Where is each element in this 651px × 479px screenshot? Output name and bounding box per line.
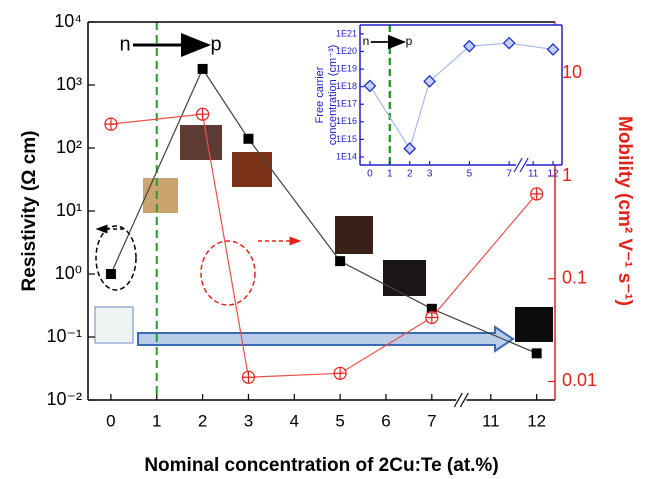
axis-break — [516, 160, 527, 170]
axis-break — [513, 157, 523, 173]
data-point — [426, 303, 437, 314]
inset: 0 1 2 3 5 7 11 121E141E151E161E171E181E191E201E… — [314, 24, 563, 180]
x-tick-label: 3 — [427, 169, 433, 180]
y-tick-label: 10¹ — [56, 200, 82, 220]
x-tick-label: 1 — [152, 411, 161, 430]
series-line — [110, 113, 538, 378]
series-line — [110, 67, 537, 354]
data-point — [241, 370, 256, 384]
data-point — [462, 39, 476, 53]
data-point — [546, 43, 560, 56]
y-tick-label: 1E15 — [336, 134, 357, 144]
y-axis-title: concentration (cm⁻³) — [327, 45, 339, 146]
annotation: p — [406, 34, 413, 48]
data-point — [105, 269, 116, 279]
ellipse — [200, 240, 256, 306]
data-point — [335, 256, 346, 267]
y-tick-label: 1E19 — [336, 63, 357, 73]
x-tick-label: 1 — [387, 169, 393, 180]
y2-tick-label: 0.01 — [562, 370, 597, 390]
y-tick-label: 1E14 — [336, 151, 357, 161]
y-axis-title: Resistivity (Ω cm) — [19, 131, 40, 292]
x-tick-label: 6 — [381, 411, 390, 430]
x-tick-label: 7 — [427, 411, 436, 430]
data-point — [363, 79, 377, 93]
x-axis-title: Nominal concentration of 2Cu:Te (at.%) — [144, 455, 498, 476]
data-point — [196, 107, 210, 121]
y-tick-label: 10⁰ — [55, 263, 82, 283]
trend-arrow — [137, 325, 515, 353]
x-tick-label: 2 — [198, 411, 207, 430]
axis-break — [456, 395, 467, 405]
x-tick-label: 3 — [244, 411, 253, 430]
y-tick-label: 1E17 — [336, 99, 357, 109]
x-tick-label: 7 — [506, 169, 512, 180]
y-tick-label: 10² — [56, 137, 82, 157]
axis-break — [519, 157, 529, 173]
y-tick-label: 10⁴ — [54, 11, 82, 31]
x-tick-label: 0 — [367, 169, 373, 180]
x-tick-label: 12 — [527, 411, 546, 430]
y-tick-label: 10⁻¹ — [46, 326, 82, 346]
axis-break — [459, 392, 469, 408]
x-tick-label: 0 — [106, 411, 115, 430]
data-point — [423, 74, 437, 88]
annotation: p — [210, 33, 221, 55]
data-point — [243, 133, 254, 144]
y-tick-label: 10³ — [56, 74, 82, 94]
y-tick-label: 1E18 — [336, 81, 357, 91]
data-point — [197, 63, 208, 74]
y2-tick-label: 0.1 — [562, 268, 587, 288]
axis-break — [453, 392, 463, 408]
series-line — [369, 42, 554, 151]
x-tick-label: 5 — [335, 411, 344, 430]
data-point — [531, 348, 542, 359]
sample-images — [94, 125, 553, 344]
y2-axis-title: Mobility (cm² V⁻¹ s⁻¹) — [614, 116, 635, 306]
annotation: n — [363, 34, 370, 48]
y-tick-label: 1E20 — [336, 46, 357, 56]
data-point — [333, 366, 347, 380]
y2-tick-label: 1 — [562, 165, 572, 185]
x-tick-label: 12 — [547, 169, 559, 180]
x-tick-label: 11 — [528, 169, 539, 180]
x-tick-label: 11 — [482, 411, 500, 430]
x-tick-label: 5 — [467, 169, 473, 180]
data-point — [502, 36, 516, 50]
main-plot: 0 1 2 3 4 5 6 7 11 1210⁻²10⁻¹10⁰10¹10²10³10⁴0.010… — [19, 11, 635, 476]
y2-tick-label: 10 — [562, 62, 582, 82]
annotation: n — [119, 33, 130, 55]
y-tick-label: 1E21 — [336, 28, 357, 38]
y-axis-title: Free carrier — [314, 66, 326, 123]
data-point — [403, 142, 417, 156]
data-point — [530, 187, 544, 201]
y-tick-label: 1E16 — [336, 116, 357, 126]
data-point — [104, 117, 118, 131]
ellipse — [95, 225, 137, 291]
data-point — [425, 310, 439, 325]
x-tick-label: 2 — [407, 169, 413, 180]
x-tick-label: 4 — [290, 411, 299, 430]
y-tick-label: 10⁻² — [46, 389, 82, 409]
